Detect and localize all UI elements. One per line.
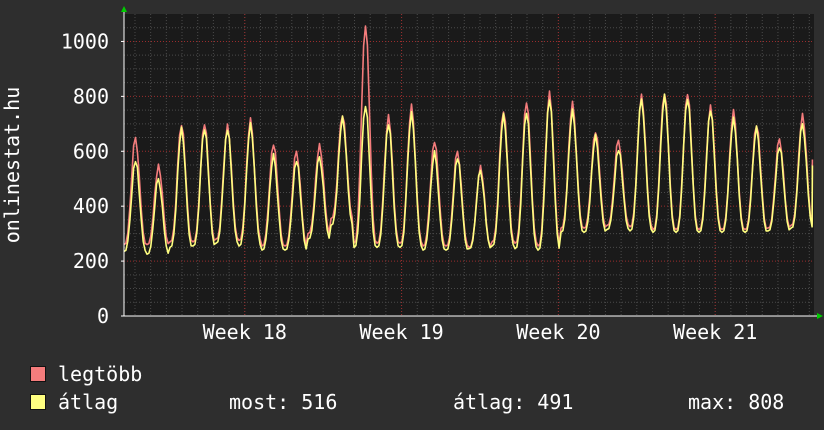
y-tick-label: 600	[73, 139, 109, 163]
y-tick-label: 0	[97, 304, 109, 328]
legend-label-legtobb: legtöbb	[58, 362, 143, 386]
tick-labels: 0 200 400 600 800 1000 Week 18 Week 19 Week 20 We…	[61, 29, 758, 344]
y-tick-label: 400	[73, 194, 109, 218]
x-tick-label: Week 18	[203, 320, 287, 344]
y-tick-label: 200	[73, 249, 109, 273]
y-axis-arrow	[121, 6, 127, 12]
axes	[121, 6, 823, 319]
legend-item-legtobb: legtöbb	[30, 361, 230, 387]
traffic-chart: 0 200 400 600 800 1000 Week 18 Week 19 Week 20 We…	[0, 6, 823, 344]
y-axis-label: onlinestat.hu	[0, 87, 24, 244]
legend-label-atlag: átlag	[58, 390, 119, 414]
stat-max: max: 808	[688, 390, 785, 414]
legend-item-atlag: átlag most: 516 átlag: 491 max: 808	[30, 389, 800, 415]
legend-swatch-legtobb	[30, 366, 46, 382]
x-tick-label: Week 21	[673, 320, 757, 344]
series-layer	[123, 25, 814, 255]
y-tick-label: 800	[73, 84, 109, 108]
x-tick-label: Week 19	[359, 320, 443, 344]
x-axis-arrow	[817, 313, 823, 319]
stat-most: most: 516	[229, 390, 338, 414]
legend-swatch-atlag	[30, 394, 46, 410]
series-line-atlag	[123, 93, 814, 255]
y-tick-label: 1000	[61, 29, 109, 53]
x-tick-label: Week 20	[516, 320, 600, 344]
series-line-legtobb	[123, 25, 814, 249]
stat-atlag: átlag: 491	[453, 390, 574, 414]
